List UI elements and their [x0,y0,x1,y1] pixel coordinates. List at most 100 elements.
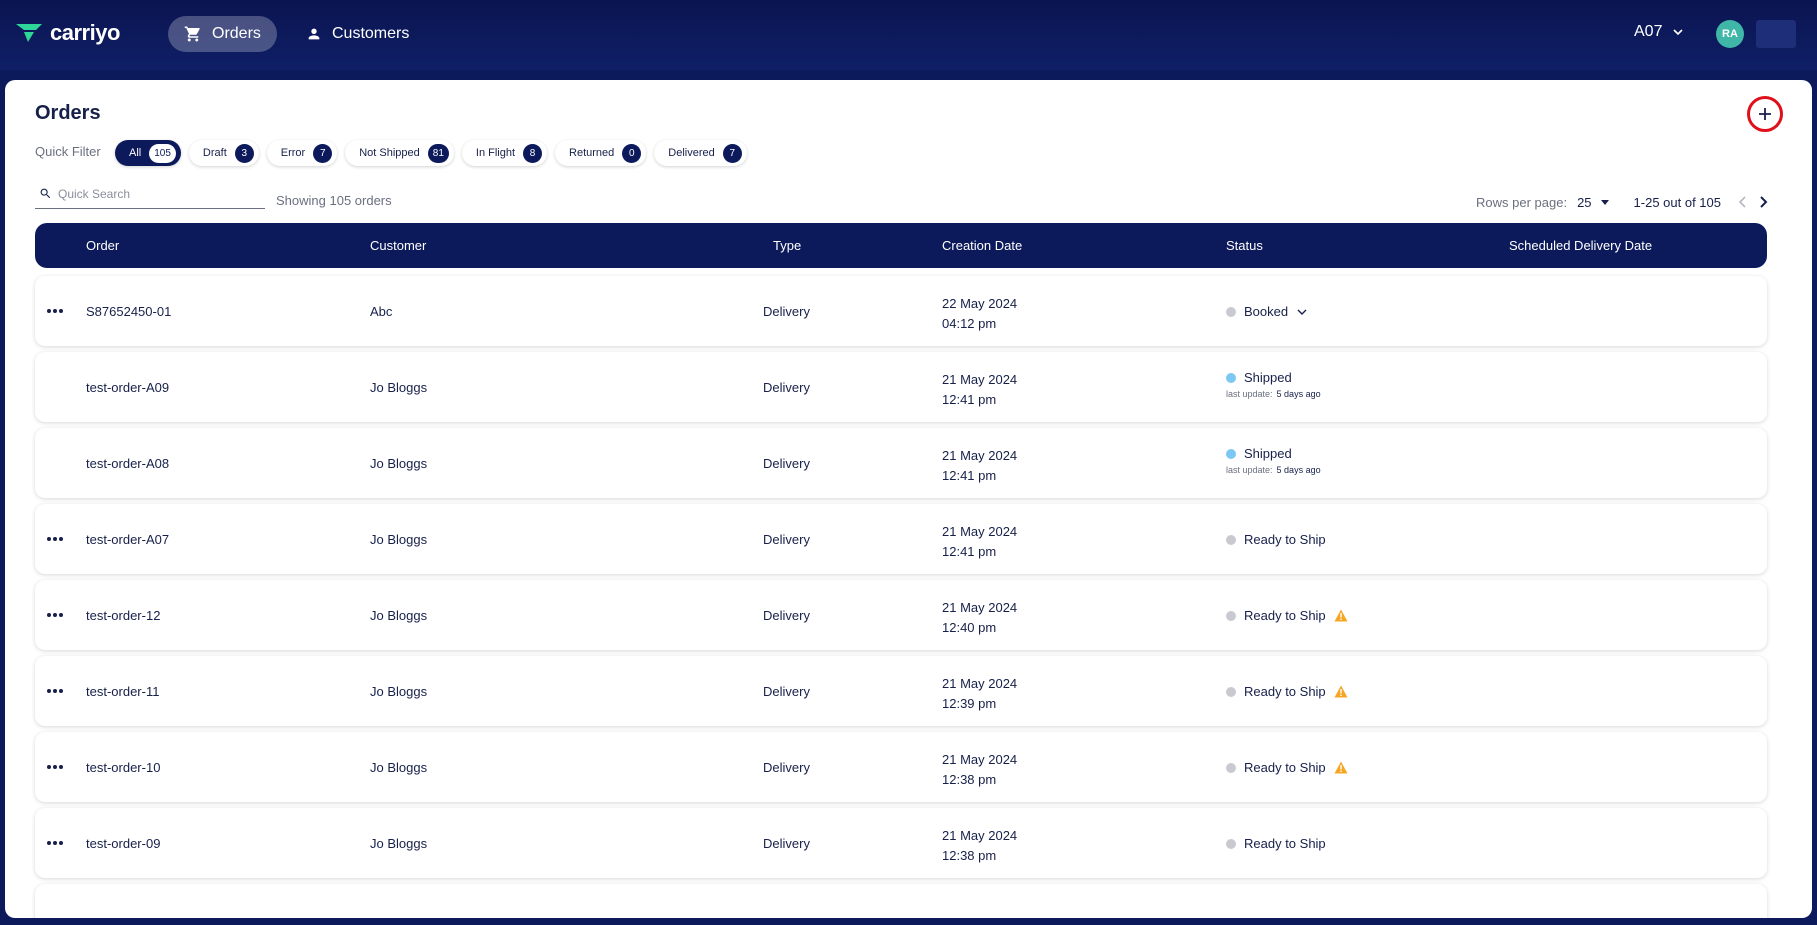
account-switcher[interactable]: A07 [1634,23,1684,41]
table-row[interactable]: test-order-11 Jo Bloggs Delivery 21 May … [35,656,1767,726]
chip-label: In Flight [475,147,516,159]
warning-icon[interactable] [1334,685,1348,698]
order-id[interactable]: test-order-A07 [86,532,170,547]
chevron-left-icon [1738,196,1746,208]
row-menu-icon[interactable] [47,760,63,774]
order-id[interactable]: test-order-A08 [86,456,170,471]
row-menu-icon[interactable] [47,684,63,698]
creation-date-time: 12:39 pm [942,696,997,711]
status-label: Ready to Ship [1244,684,1326,699]
chip-label: Draft [202,147,227,159]
order-id[interactable]: test-order-11 [86,684,160,699]
creation-date: 21 May 2024 12:41 pm [942,370,1017,410]
column-header-order[interactable]: Order [86,238,120,253]
status-cell[interactable]: Booked [1226,304,1308,319]
customer-name: Jo Bloggs [370,532,428,547]
last-update-value: 5 days ago [1276,389,1321,399]
row-menu-icon[interactable] [47,304,63,318]
customer-name: Jo Bloggs [370,760,428,775]
chip-count: 0 [622,143,642,163]
warning-icon[interactable] [1334,609,1348,622]
filter-chip-delivered[interactable]: Delivered 7 [654,140,747,166]
order-id[interactable]: test-order-09 [86,836,161,851]
creation-date-day: 21 May 2024 [942,752,1018,767]
quick-filter-chips: All 105 Draft 3 Error 7 Not Shipped 81 In Fl… [115,140,747,166]
creation-date-time: 12:38 pm [942,848,997,863]
rows-per-page-select[interactable]: 25 [1577,195,1609,210]
filter-chip-returned[interactable]: Returned 0 [555,140,647,166]
last-update-label: last update: [1226,465,1273,475]
search-icon [40,188,51,199]
plus-icon [1759,108,1771,120]
column-header-creation-date[interactable]: Creation Date [942,238,1023,253]
nav-customers-label: Customers [332,25,410,42]
row-menu-icon[interactable] [47,836,63,850]
carriyo-logo[interactable]: carriyo [16,20,120,46]
status-dot [1226,762,1236,773]
nav-orders-button[interactable]: Orders [168,16,277,52]
order-id[interactable]: S87652450-01 [86,304,172,319]
add-order-button[interactable] [1747,96,1783,132]
filter-chip-draft[interactable]: Draft 3 [188,140,259,166]
filter-chip-all[interactable]: All 105 [115,140,181,166]
table-row[interactable]: test-order-10 Jo Bloggs Delivery 21 May … [35,732,1767,802]
column-header-type[interactable]: Type [773,238,802,253]
creation-date-time: 12:38 pm [942,772,997,787]
status-cell: Ready to Ship [1226,532,1326,547]
table-row[interactable] [35,884,1767,918]
filter-chip-error[interactable]: Error 7 [266,140,338,166]
filter-chip-not-shipped[interactable]: Not Shipped 81 [345,140,454,166]
rows-per-page-value: 25 [1577,194,1592,210]
table-row[interactable]: test-order-12 Jo Bloggs Delivery 21 May … [35,580,1767,650]
table-row[interactable]: test-order-09 Jo Bloggs Delivery 21 May … [35,808,1767,878]
status-dot [1226,686,1236,697]
prev-page-button[interactable] [1733,192,1753,212]
avatar[interactable]: RA [1716,20,1744,48]
creation-date-time: 04:12 pm [942,316,997,331]
column-header-scheduled-delivery[interactable]: Scheduled Delivery Date [1509,238,1653,253]
status-cell: Ready to Ship [1226,836,1326,851]
table-row[interactable]: test-order-A08 Jo Bloggs Delivery 21 May… [35,428,1767,498]
order-type: Delivery [763,380,810,395]
creation-date: 21 May 2024 12:38 pm [942,750,1017,790]
top-navigation-bar: carriyo Orders Customers A07 RA [0,0,1817,70]
order-type: Delivery [763,532,810,547]
table-row[interactable]: test-order-A09 Jo Bloggs Delivery 21 May… [35,352,1767,422]
search-input[interactable] [58,186,248,201]
order-id[interactable]: test-order-A09 [86,380,170,395]
column-header-customer[interactable]: Customer [370,238,427,253]
creation-date: 21 May 2024 12:38 pm [942,826,1017,866]
next-page-button[interactable] [1753,192,1773,212]
logo-icon [16,24,42,42]
status-label: Shipped [1244,370,1292,385]
order-id[interactable]: test-order-10 [86,760,161,775]
creation-date-time: 12:41 pm [942,468,997,483]
status-cell: Shipped last update: 5 days ago [1226,370,1321,399]
chevron-down-icon[interactable] [1296,306,1308,318]
status-label: Booked [1244,304,1289,319]
nav-customers-button[interactable]: Customers [290,16,425,52]
last-update: last update: 5 days ago [1226,389,1321,399]
customer-name: Abc [370,304,393,319]
row-menu-icon[interactable] [47,532,63,546]
chip-count: 7 [722,143,742,163]
status-dot [1226,610,1236,621]
table-row[interactable]: test-order-A07 Jo Bloggs Delivery 21 May… [35,504,1767,574]
user-menu-box[interactable] [1756,20,1796,48]
creation-date: 21 May 2024 12:40 pm [942,598,1017,638]
pagination: Rows per page: 25 1-25 out of 105 [1476,192,1773,212]
chip-count: 105 [149,143,176,163]
filter-chip-in-flight[interactable]: In Flight 8 [461,140,548,166]
table-row[interactable]: S87652450-01 Abc Delivery 22 May 2024 04:… [35,276,1767,346]
column-header-status[interactable]: Status [1226,238,1263,253]
status-label: Ready to Ship [1244,760,1326,775]
status-cell: Ready to Ship [1226,608,1348,623]
creation-date-day: 21 May 2024 [942,448,1018,463]
row-menu-icon[interactable] [47,608,63,622]
brand-name: carriyo [50,20,120,45]
warning-icon[interactable] [1334,761,1348,774]
status-cell: Ready to Ship [1226,684,1348,699]
creation-date-day: 21 May 2024 [942,676,1018,691]
order-id[interactable]: test-order-12 [86,608,161,623]
last-update-label: last update: [1226,389,1273,399]
